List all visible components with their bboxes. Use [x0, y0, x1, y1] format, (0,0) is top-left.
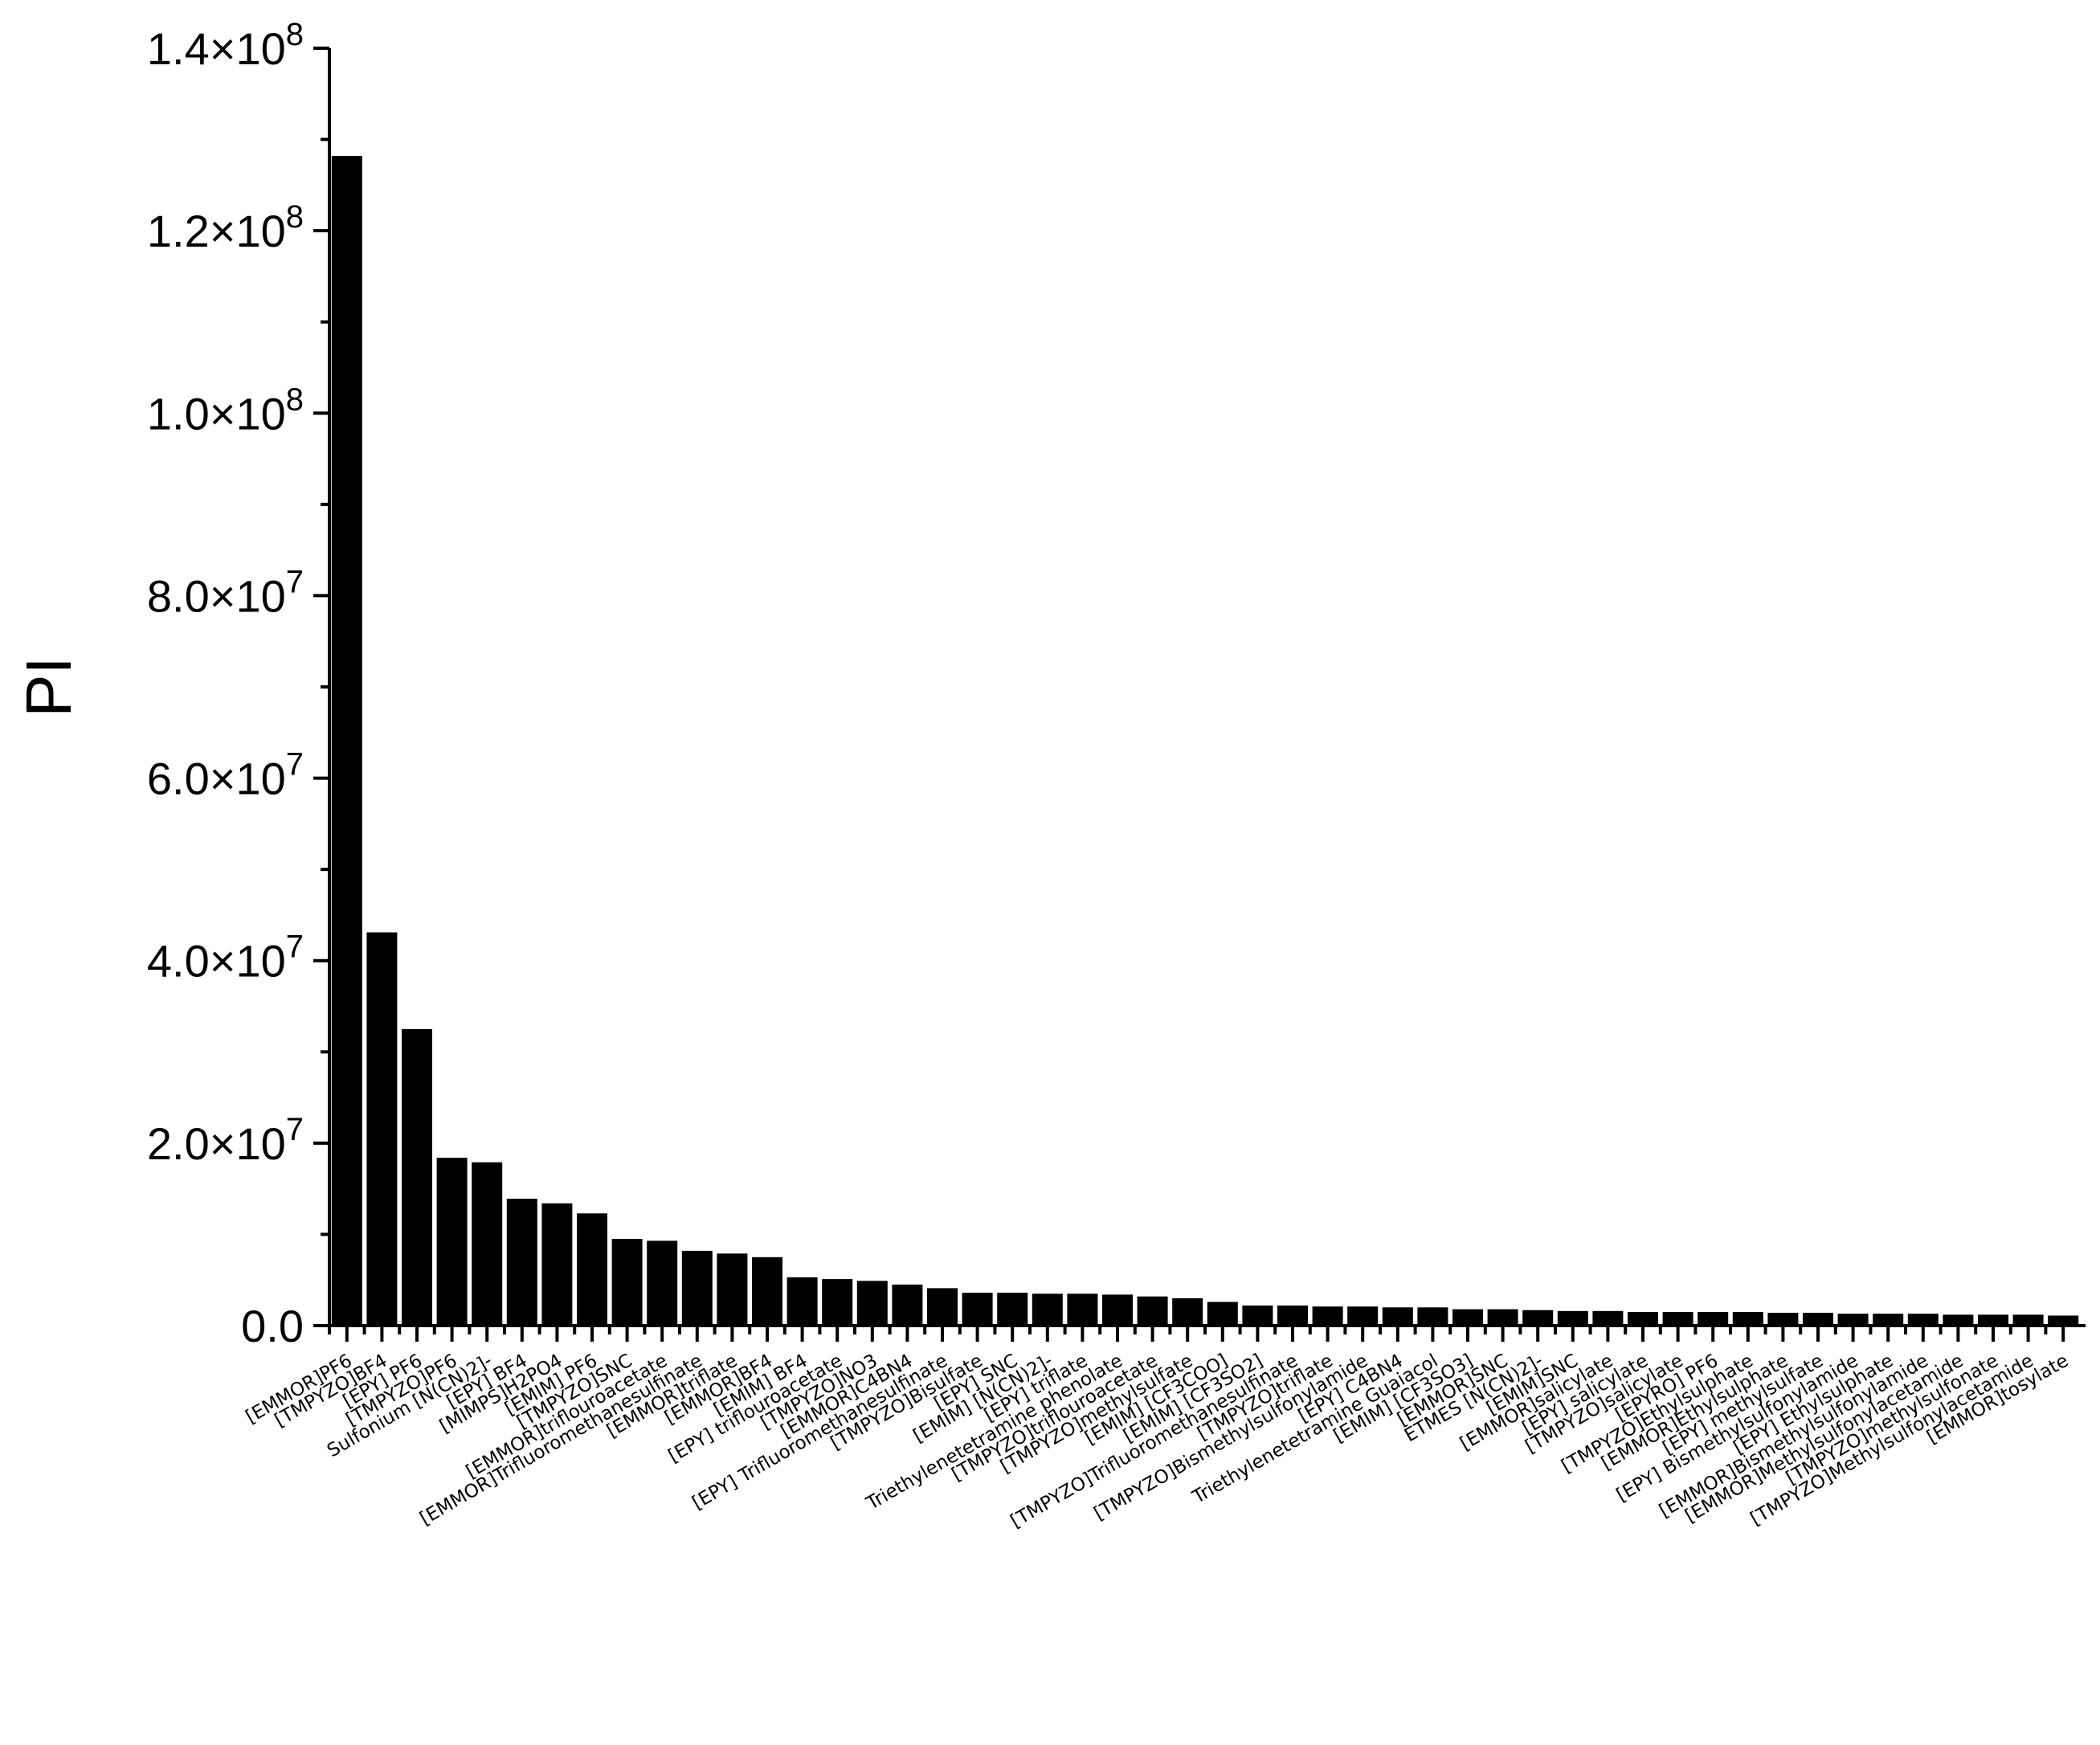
bar — [856, 1281, 888, 1326]
x-category-labels: [EMMOR]PF6[TMPYZO]BF4[EPY] PF6[TMPYZO]PF… — [243, 1351, 2073, 1533]
y-tick-label: 1.2×108 — [147, 199, 304, 256]
bar — [1242, 1306, 1273, 1326]
bar — [1732, 1312, 1763, 1326]
bar — [1628, 1312, 1658, 1326]
y-axis-label: PI — [13, 656, 84, 717]
bar — [1487, 1309, 1518, 1326]
y-tick-label: 2.0×107 — [147, 1112, 304, 1169]
y-tick-label: 8.0×107 — [147, 564, 304, 621]
bar — [1557, 1310, 1588, 1326]
bar — [1978, 1314, 2008, 1326]
bar — [927, 1288, 958, 1326]
bar — [962, 1293, 993, 1326]
bar — [1698, 1312, 1729, 1326]
bar — [1067, 1293, 1098, 1326]
bar — [1207, 1302, 1238, 1326]
bar — [472, 1162, 503, 1326]
bar — [647, 1240, 678, 1326]
bar — [1943, 1314, 1974, 1326]
axes-group — [313, 47, 2086, 1342]
bar — [1347, 1306, 1379, 1326]
y-tick-label: 1.0×108 — [147, 382, 304, 439]
bar — [331, 156, 362, 1326]
bar — [1277, 1306, 1308, 1326]
y-tick-label: 6.0×107 — [147, 747, 304, 804]
bar — [1873, 1314, 1904, 1326]
y-tick-label: 0.0 — [241, 1301, 304, 1351]
bar — [1837, 1314, 1869, 1326]
bar — [541, 1203, 573, 1326]
bar — [1522, 1310, 1554, 1326]
bar — [366, 932, 398, 1326]
bar — [997, 1293, 1028, 1326]
bar — [2048, 1315, 2079, 1326]
bars-group — [331, 156, 2079, 1326]
bar — [1767, 1313, 1799, 1326]
bar — [402, 1028, 432, 1326]
bar — [1312, 1306, 1343, 1326]
bar — [1382, 1307, 1413, 1326]
bar — [506, 1199, 537, 1326]
bar — [1662, 1312, 1693, 1326]
bar — [2012, 1314, 2044, 1326]
bar — [752, 1257, 782, 1326]
bar — [1803, 1313, 1833, 1326]
bar — [717, 1253, 748, 1326]
bar — [892, 1284, 923, 1326]
y-tick-label: 4.0×107 — [147, 930, 304, 987]
bar — [1032, 1293, 1063, 1326]
bar — [1102, 1294, 1133, 1326]
bar — [681, 1250, 713, 1326]
bar — [1417, 1307, 1448, 1326]
bar — [1172, 1298, 1203, 1326]
bar — [1592, 1310, 1624, 1326]
bar — [1452, 1309, 1483, 1326]
bar — [577, 1213, 607, 1326]
bar — [611, 1239, 643, 1326]
bar — [786, 1277, 818, 1326]
bar — [1137, 1296, 1168, 1326]
y-tick-label: 1.4×108 — [147, 17, 304, 74]
y-tick-labels: 0.0 2.0×107 4.0×107 6.0×107 8.0×107 1.0×108 1.… — [147, 17, 304, 1351]
bar — [822, 1279, 853, 1326]
bar — [1907, 1314, 1939, 1326]
bar — [436, 1158, 468, 1326]
